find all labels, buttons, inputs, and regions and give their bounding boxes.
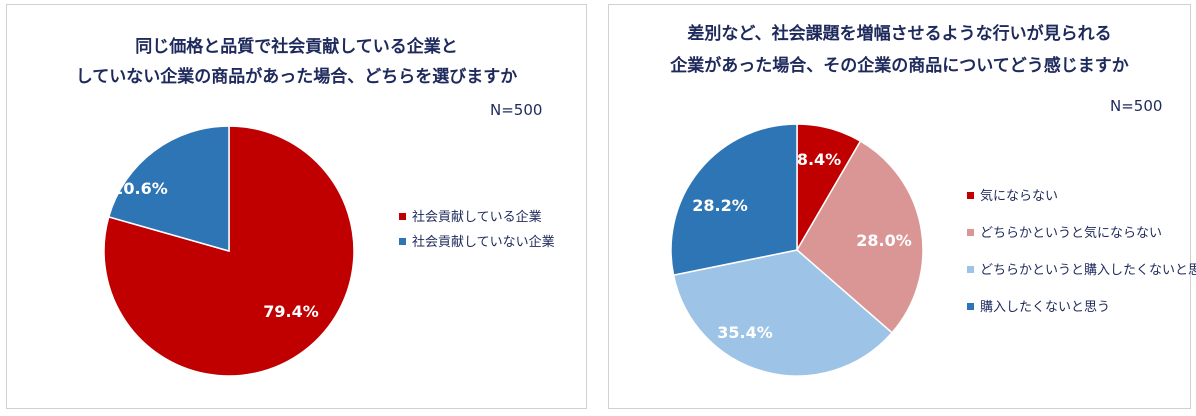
pie-chart-right: 8.4% 28.0% 35.4% 28.2% — [670, 123, 924, 377]
legend-item: 購入したくないと思う — [967, 296, 1110, 315]
sample-size-label: N=500 — [1110, 97, 1163, 115]
pie-chart-left: 79.4% 20.6% — [103, 125, 355, 377]
data-label: 79.4% — [263, 302, 319, 321]
legend-swatch — [967, 303, 974, 310]
data-label: 8.4% — [797, 150, 841, 169]
legend-swatch — [399, 238, 406, 245]
legend-item: 社会貢献している企業 — [399, 206, 542, 225]
legend-item: どちらかというと気にならない — [967, 222, 1162, 241]
pie-slice — [670, 123, 798, 277]
pie-slice — [672, 249, 894, 377]
legend-swatch — [967, 266, 974, 273]
pie-slice — [107, 125, 230, 252]
chart-panel-right: 差別など、社会課題を増幅させるような行いが見られる 企業があった場合、その企業の… — [608, 4, 1196, 409]
legend-label: 社会貢献していない企業 — [412, 235, 555, 250]
legend-label: どちらかというと気にならない — [980, 226, 1163, 241]
legend-swatch — [967, 192, 974, 199]
chart-title-line-2: 企業があった場合、その企業の商品についてどう感じますか — [670, 56, 1129, 76]
legend-item: どちらかというと購入したくないと思う — [967, 259, 1196, 278]
legend-item: 社会貢献していない企業 — [399, 231, 555, 250]
pie-slice — [796, 140, 924, 334]
data-label: 20.6% — [112, 179, 168, 198]
legend-item: 気にならない — [967, 185, 1058, 204]
data-label: 28.0% — [856, 231, 912, 250]
sample-size-label: N=500 — [490, 101, 543, 119]
legend-label: 社会貢献している企業 — [412, 210, 542, 225]
data-label: 35.4% — [717, 323, 773, 342]
legend-label: 購入したくないと思う — [980, 300, 1111, 315]
legend-label: 気にならない — [980, 189, 1059, 204]
legend-label: どちらかというと購入したくないと思う — [980, 263, 1196, 278]
chart-title-line-2: していない企業の商品があった場合、どちらを選びますか — [75, 67, 518, 87]
legend-swatch — [399, 213, 406, 220]
chart-title-line-1: 同じ価格と品質で社会貢献している企業と — [135, 37, 458, 57]
data-label: 28.2% — [692, 196, 748, 215]
legend-swatch — [967, 229, 974, 236]
chart-title-line-1: 差別など、社会課題を増幅させるような行いが見られる — [687, 24, 1112, 44]
chart-panel-left: 同じ価格と品質で社会貢献している企業と していない企業の商品があった場合、どちら… — [6, 4, 587, 409]
